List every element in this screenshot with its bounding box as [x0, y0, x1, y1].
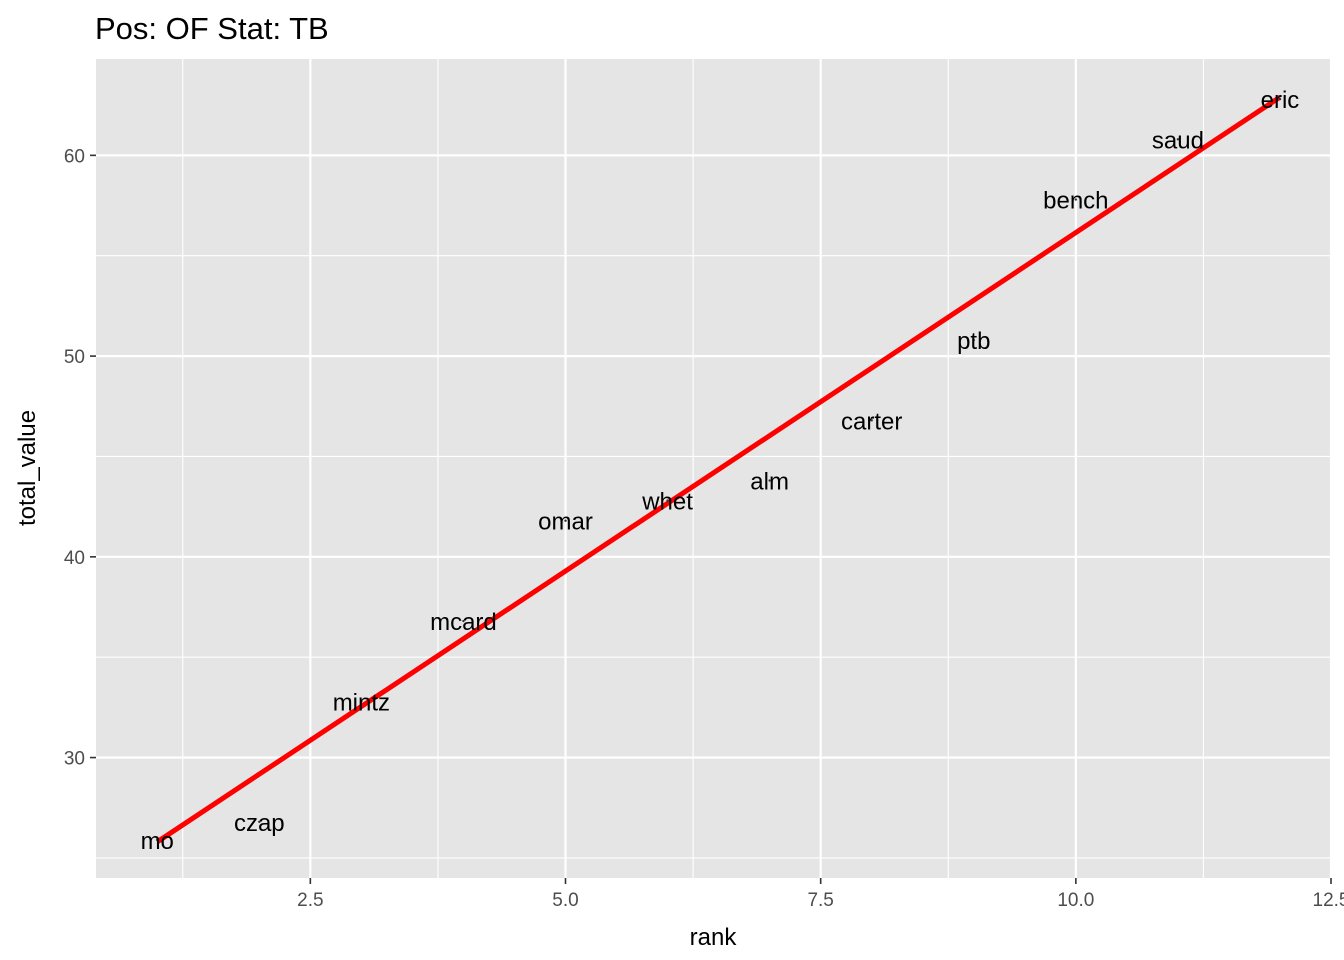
y-tick-label: 60	[64, 146, 85, 167]
minor-gridlines	[96, 59, 1331, 878]
y-tick-label: 40	[64, 548, 85, 569]
regression-line	[155, 95, 1282, 844]
data-point	[1278, 97, 1282, 101]
point-label: eric	[1261, 87, 1300, 114]
x-axis-ticks: 2.5 5.0 7.5 10.0 12.5	[297, 878, 1344, 911]
y-tick-label: 30	[64, 749, 85, 770]
x-tick-label: 2.5	[297, 890, 323, 911]
data-point	[360, 700, 363, 703]
point-label: czap	[234, 810, 285, 837]
data-point	[870, 419, 873, 422]
point-label: saud	[1152, 127, 1204, 154]
point-label: mintz	[333, 689, 390, 716]
data-point	[666, 499, 669, 502]
point-label: mcard	[430, 609, 497, 636]
data-point	[768, 479, 771, 482]
chart-title: Pos: OF Stat: TB	[95, 11, 329, 46]
data-point	[1074, 198, 1078, 201]
x-tick-label: 12.5	[1313, 890, 1344, 911]
y-tick-label: 50	[64, 347, 85, 368]
point-label: ptb	[957, 328, 990, 355]
x-tick-label: 7.5	[807, 890, 833, 911]
data-point	[972, 338, 975, 342]
data-point	[564, 519, 567, 522]
data-point	[258, 820, 261, 823]
plot-panel	[96, 59, 1331, 878]
point-label: whet	[641, 489, 693, 516]
fit-line-layer	[155, 95, 1282, 844]
major-gridlines	[96, 59, 1333, 878]
data-point	[1176, 138, 1180, 141]
x-tick-label: 5.0	[552, 890, 578, 911]
y-axis-ticks: 30 40 50 60	[64, 146, 96, 770]
x-axis-title: rank	[690, 924, 738, 951]
point-label: mo	[141, 828, 174, 855]
data-point	[462, 619, 465, 623]
points-layer: mo czap mintz mcard omar whet alm carter ptb benc…	[141, 87, 1300, 855]
data-point	[156, 838, 159, 842]
x-tick-label: 10.0	[1057, 890, 1094, 911]
point-label: bench	[1043, 188, 1108, 215]
point-label: alm	[750, 469, 789, 496]
point-label: omar	[538, 509, 593, 536]
point-label: carter	[841, 408, 902, 435]
y-axis-title: total_value	[14, 410, 41, 526]
